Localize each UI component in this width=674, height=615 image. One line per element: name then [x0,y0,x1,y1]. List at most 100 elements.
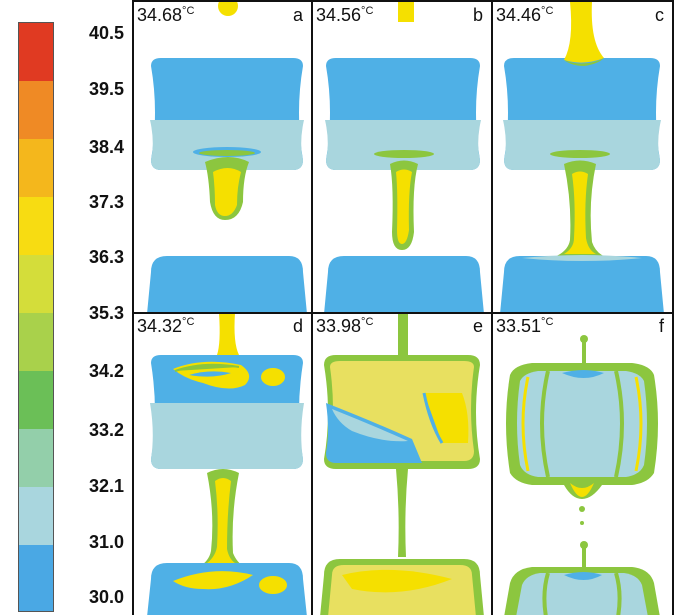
panel-temperature: 34.68°C [137,5,195,25]
fluid-region [189,371,231,377]
grid-divider [132,0,134,615]
fluid-streak [614,572,622,615]
panel-letter: d [292,316,303,336]
grid-divider [311,0,313,615]
fluid-region [342,569,452,593]
fluid-streak [614,370,624,478]
fluid-region [582,341,586,363]
colorbar-segment-33-2 [19,429,53,487]
panel-b: 34.56°C b [312,2,491,312]
panel-letter: f [658,316,664,336]
temperature-colorbar [18,22,54,612]
fluid-region [564,171,596,254]
fluid-region [147,563,307,615]
fluid-region [325,120,481,170]
colorbar-label: 32.1 [88,476,124,496]
fluid-region [218,2,238,16]
colorbar-label: 37.3 [88,192,124,212]
panel-temperature: 33.51°C [496,316,554,336]
panel-letter: b [472,5,483,25]
panel-d-simulation [147,313,307,615]
fluid-region [173,571,253,590]
fluid-region [398,313,408,357]
panel-letter: e [472,316,483,336]
colorbar-segment-37-3 [19,197,53,255]
panel-c: 34.46°C c [492,2,672,312]
colorbar-segment-36-3 [19,255,53,313]
fluid-region [424,393,469,443]
fluid-region [550,150,610,158]
panel-temperature: 34.56°C [316,5,374,25]
panel-c-simulation [500,2,664,312]
fluid-region [396,469,408,557]
fluid-region [503,120,661,170]
colorbar-label: 34.2 [88,361,124,381]
colorbar-segment-39-5 [19,81,53,139]
fluid-region [422,392,444,444]
fluid-region [522,255,642,261]
colorbar-label: 40.5 [88,23,124,43]
colorbar-segment-32-1 [19,487,53,545]
panel-a-simulation [147,2,307,312]
fluid-region [396,169,412,244]
grid-divider [672,0,674,615]
fluid-region [261,368,285,386]
fluid-region [174,363,240,372]
fluid-region [562,370,604,378]
colorbar-label: 31.0 [88,532,124,552]
panel-e: 33.98°C e [312,313,491,615]
fluid-region [332,409,408,442]
colorbar-label: 39.5 [88,79,124,99]
fluid-region [150,120,304,170]
panel-letter: c [655,5,664,25]
panel-temperature: 34.32°C [137,316,195,336]
fluid-region [259,576,287,594]
panel-f: 33.51°C f [492,313,672,615]
colorbar-segment-38-4 [19,139,53,197]
colorbar-label: 30.0 [88,587,124,607]
fluid-region [564,58,604,66]
panel-d: 34.32°C d [133,313,311,615]
panel-a: 34.68°C a [133,2,311,312]
colorbar-segment-31-0 [19,545,53,611]
fluid-region [147,256,307,312]
colorbar-label: 38.4 [88,137,124,157]
fluid-region [564,572,602,580]
fluid-region [564,2,604,63]
fluid-region [582,547,586,567]
fluid-region [150,403,304,469]
fluid-region [516,573,648,615]
fluid-streak [542,572,550,615]
fluid-region [500,256,664,312]
grid-divider [132,312,674,314]
colorbar-label: 33.2 [88,420,124,440]
fluid-region [207,478,235,563]
panel-b-simulation [324,2,484,312]
fluid-streak [521,376,530,472]
fluid-region [217,313,239,355]
panel-temperature: 34.46°C [496,5,554,25]
fluid-region [517,371,647,477]
panel-e-simulation [320,313,484,615]
fluid-region [199,150,255,156]
panel-letter: a [292,5,303,25]
panel-f-simulation [504,335,660,615]
fluid-region [374,150,434,158]
fluid-streak [634,376,643,472]
grid-divider [491,0,493,615]
colorbar-segment-40-5 [19,23,53,81]
fluid-region [579,506,585,512]
colorbar-label: 35.3 [88,303,124,323]
fluid-region [398,2,414,22]
colorbar-segment-35-3 [19,313,53,371]
colorbar-segment-34-2 [19,371,53,429]
fluid-region [580,521,584,525]
grid-divider [132,0,674,2]
fluid-region [570,483,594,497]
fluid-streak [540,370,550,478]
fluid-region [213,168,241,216]
colorbar-label: 36.3 [88,247,124,267]
panel-temperature: 33.98°C [316,316,374,336]
fluid-region [324,256,484,312]
